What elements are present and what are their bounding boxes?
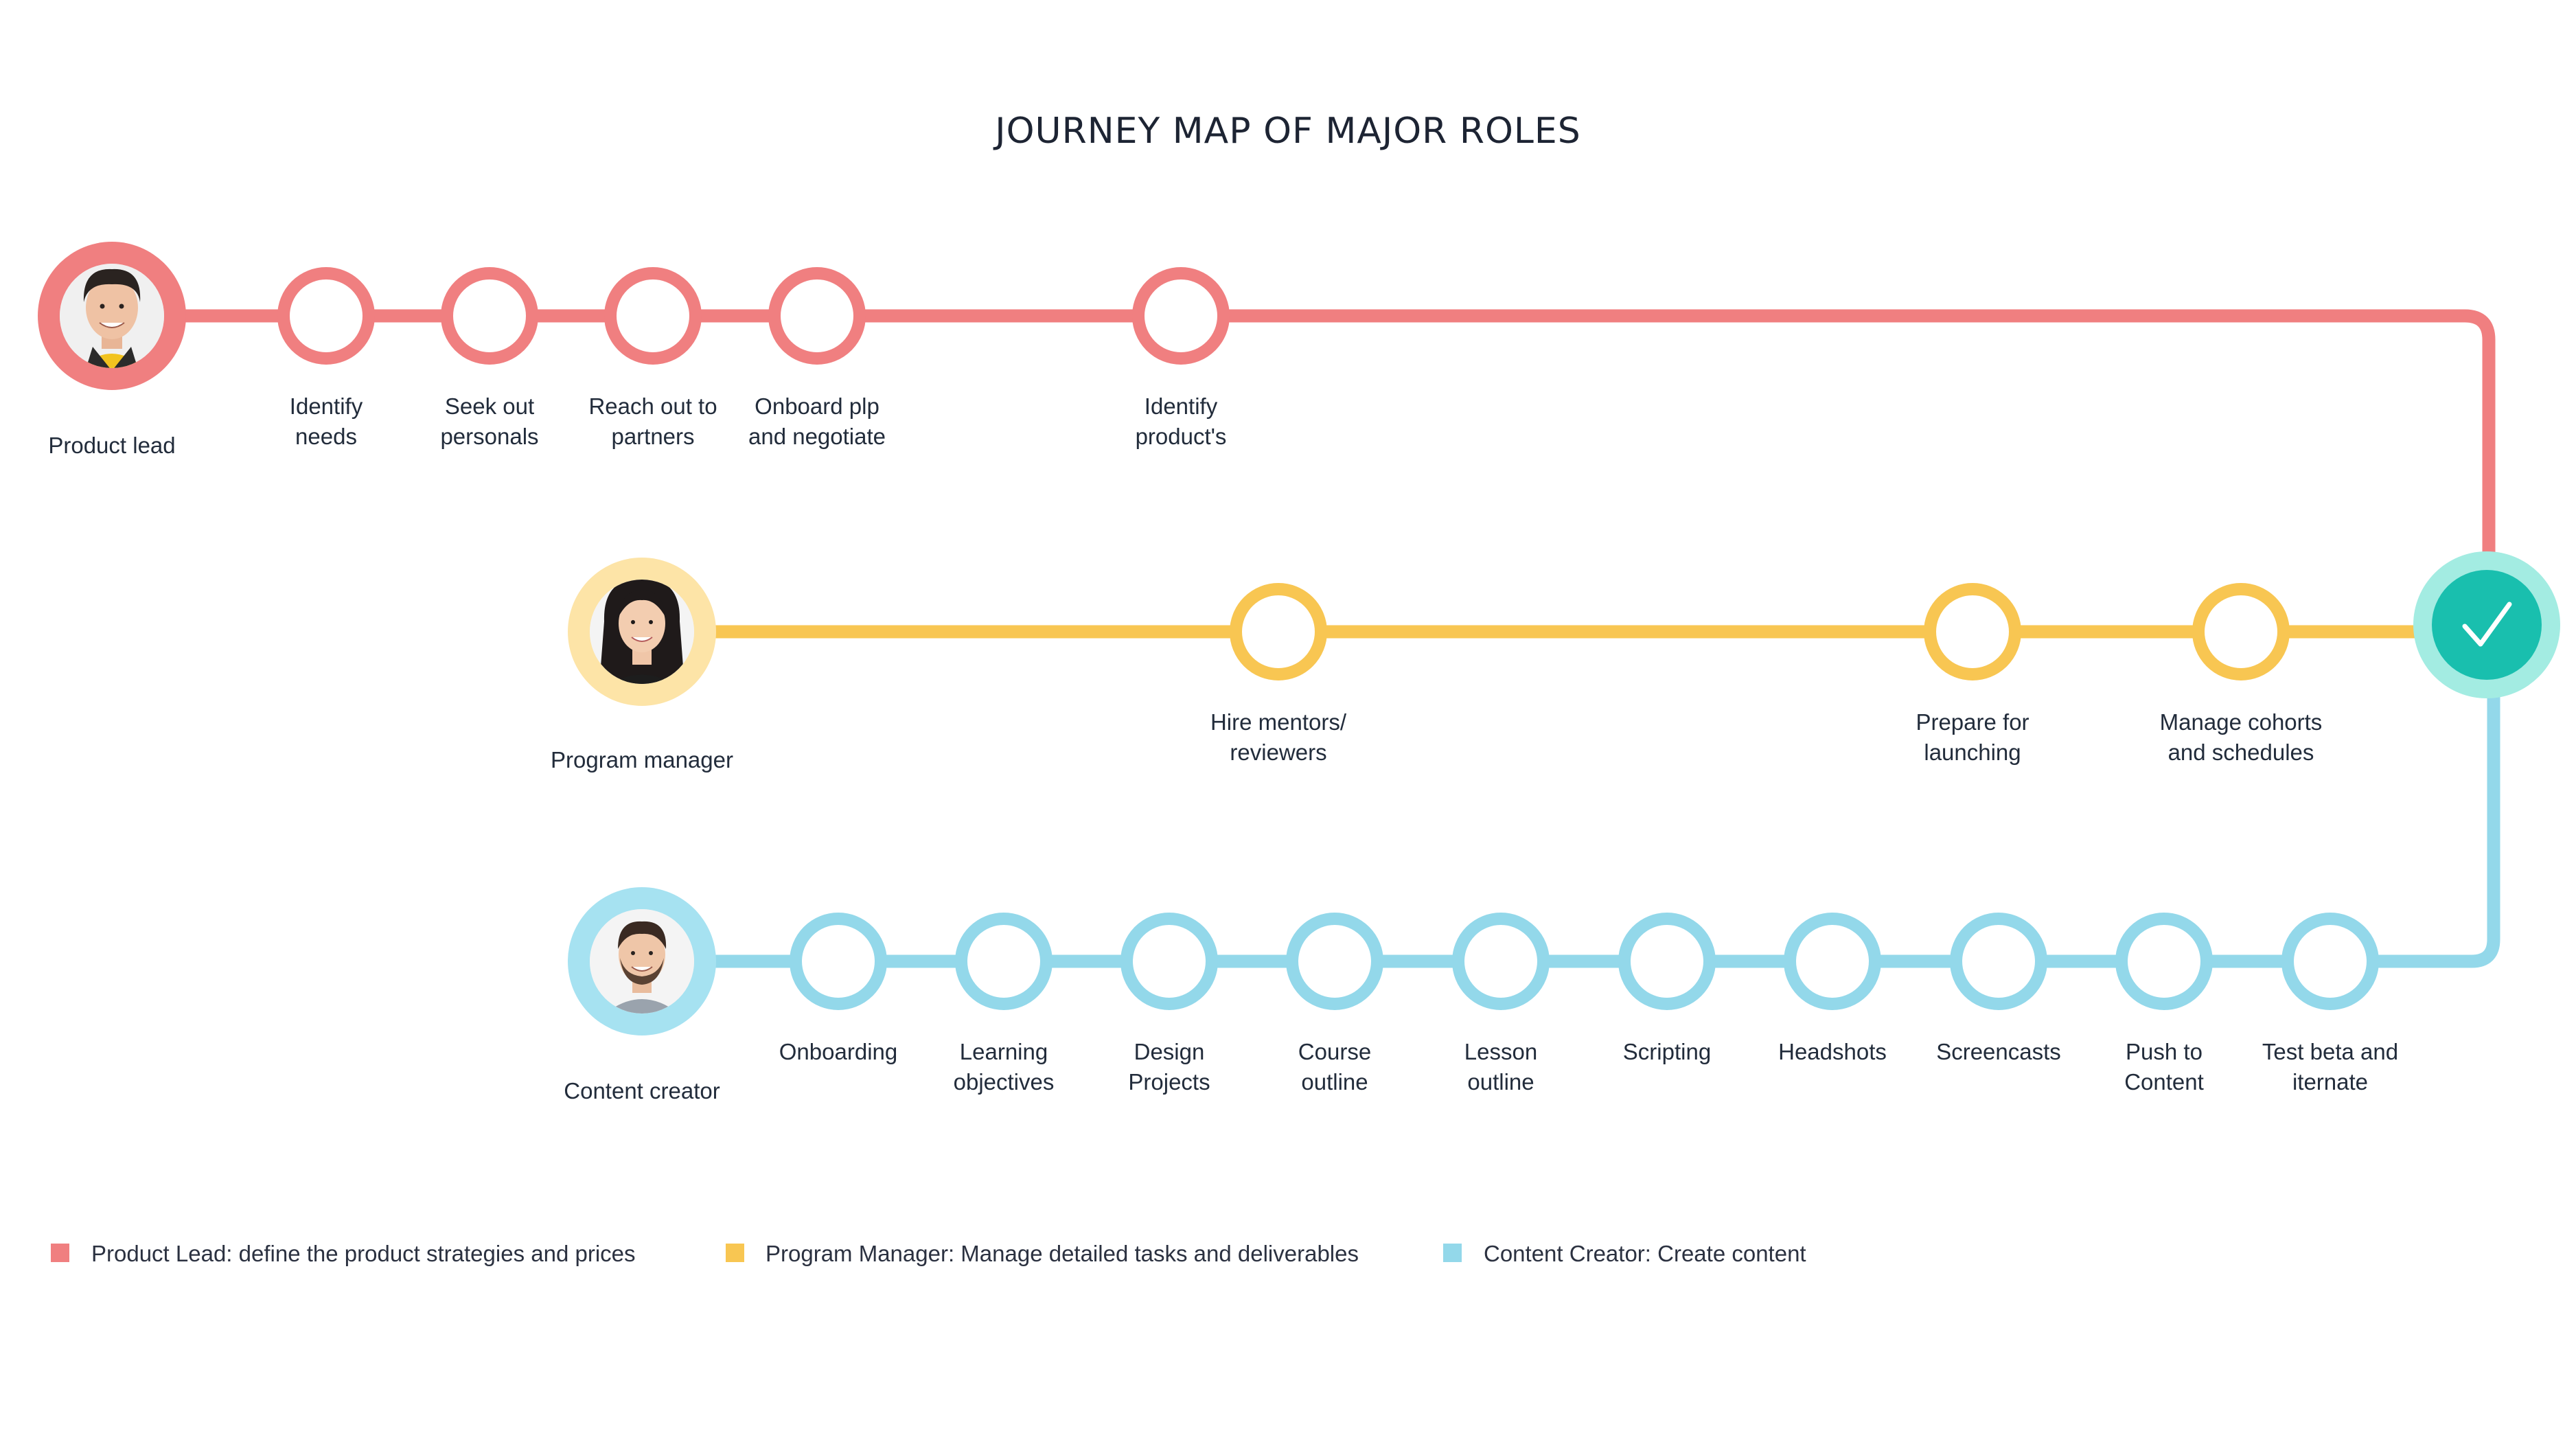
legend: Product Lead: define the product strateg… (51, 1241, 1806, 1266)
program-manager-step-node[interactable] (1924, 583, 2021, 680)
content-creator-track (642, 632, 2500, 968)
legend-swatch-program-manager (726, 1244, 744, 1262)
content-creator-step-node[interactable] (955, 913, 1053, 1010)
product-lead-step-label: partners (611, 424, 694, 449)
product-lead-step-label: personals (440, 424, 538, 449)
person-portrait-icon (590, 909, 694, 1014)
content-creator-step-node[interactable] (1950, 913, 2047, 1010)
content-creator-step-label: Screencasts (1936, 1039, 2061, 1064)
content-creator-step-label: Lesson (1464, 1039, 1537, 1064)
product-lead-step-label: Seek out (445, 393, 534, 419)
product-lead-step-node[interactable] (1132, 267, 1230, 365)
role-label-content-creator: Content creator (564, 1078, 720, 1103)
content-creator-step-node[interactable] (790, 913, 887, 1010)
program-manager-step-label: Manage cohorts (2160, 709, 2323, 735)
content-creator-step-label: Design (1134, 1039, 1205, 1064)
content-creator-step-label: outline (1301, 1069, 1368, 1095)
legend-item-content-creator: Content Creator: Create content (1484, 1241, 1806, 1266)
content-creator-step-label: iternate (2292, 1069, 2368, 1095)
content-creator-step-label: Push to (2126, 1039, 2203, 1064)
product-lead-step-node[interactable] (441, 267, 538, 365)
program-manager-step-label: launching (1924, 740, 2021, 765)
content-creator-step-label: outline (1467, 1069, 1534, 1095)
legend-item-product-lead: Product Lead: define the product strateg… (91, 1241, 636, 1266)
person-portrait-icon (60, 264, 164, 368)
program-manager-step-label: and schedules (2168, 740, 2314, 765)
role-label-program-manager: Program manager (551, 747, 733, 772)
product-lead-step-label: Identify (1145, 393, 1218, 419)
product-lead-step-label: needs (295, 424, 357, 449)
content-creator-step-label: Content (2124, 1069, 2204, 1095)
content-creator-step-label: Test beta and (2262, 1039, 2398, 1064)
checkmark-icon (2462, 602, 2512, 647)
legend-swatch-product-lead (51, 1244, 69, 1262)
program-manager-step-label: Prepare for (1916, 709, 2029, 735)
program-manager-step-label: Hire mentors/ (1210, 709, 1347, 735)
product-lead-step-node[interactable] (604, 267, 702, 365)
product-lead-step-label: Onboard plp (755, 393, 879, 419)
content-creator-step-label: Course (1298, 1039, 1371, 1064)
product-lead-step-node[interactable] (768, 267, 866, 365)
content-creator-step-node[interactable] (1784, 913, 1881, 1010)
content-creator-step-node[interactable] (1618, 913, 1716, 1010)
product-lead-step-node[interactable] (277, 267, 375, 365)
program-manager-step-node[interactable] (2192, 583, 2290, 680)
page-title: JOURNEY MAP OF MAJOR ROLES (993, 111, 1580, 152)
product-lead-step-label: product's (1136, 424, 1227, 449)
content-creator-step-node[interactable] (2281, 913, 2379, 1010)
content-creator-avatar[interactable] (568, 887, 716, 1035)
milestone-checkmark[interactable] (2413, 551, 2560, 698)
product-lead-step-label: Reach out to (588, 393, 717, 419)
program-manager-avatar[interactable] (568, 558, 716, 706)
product-lead-step-label: Identify (290, 393, 363, 419)
content-creator-step-node[interactable] (2115, 913, 2213, 1010)
content-creator-step-node[interactable] (1452, 913, 1550, 1010)
content-creator-step-label: Learning (960, 1039, 1048, 1064)
product-lead-step-label: and negotiate (748, 424, 886, 449)
content-creator-step-node[interactable] (1120, 913, 1218, 1010)
product-lead-track (112, 309, 2496, 625)
legend-item-program-manager: Program Manager: Manage detailed tasks a… (766, 1241, 1359, 1266)
product-lead-avatar[interactable] (38, 242, 186, 390)
role-label-product-lead: Product lead (48, 433, 175, 458)
content-creator-step-label: Projects (1128, 1069, 1210, 1095)
content-creator-step-label: Scripting (1623, 1039, 1711, 1064)
program-manager-step-node[interactable] (1230, 583, 1327, 680)
program-manager-step-label: reviewers (1230, 740, 1326, 765)
content-creator-step-label: objectives (954, 1069, 1055, 1095)
journey-lines (112, 309, 2500, 968)
content-creator-step-label: Onboarding (779, 1039, 897, 1064)
step-nodes: Identify needs Seek out personals Reach out … (277, 267, 2398, 1095)
content-creator-step-node[interactable] (1286, 913, 1383, 1010)
legend-swatch-content-creator (1443, 1244, 1462, 1262)
content-creator-step-label: Headshots (1778, 1039, 1887, 1064)
